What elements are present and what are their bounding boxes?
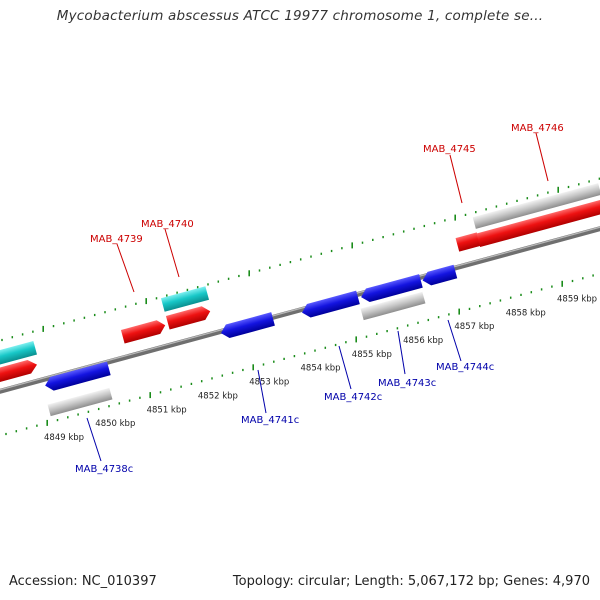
genome-summary-text: Topology: circular; Length: 5,067,172 bp…	[232, 574, 590, 589]
feature-gray-2[interactable]	[360, 291, 426, 321]
gene-label-mab-4743c[interactable]: MAB_4743c	[378, 378, 436, 389]
tick-row-lower	[5, 274, 594, 436]
gene-label-mab-4746[interactable]: MAB_4746	[511, 123, 564, 134]
gene-label-mab-4738c[interactable]: MAB_4738c	[75, 464, 133, 475]
feature-blue-2[interactable]	[219, 312, 275, 340]
leader-lines	[86, 132, 549, 462]
tick-row-upper	[1, 177, 600, 342]
gene-label-mab-4742c[interactable]: MAB_4742c	[324, 392, 382, 403]
feature-red-1[interactable]	[0, 358, 39, 387]
tick-label: 4853 kbp	[249, 378, 289, 388]
tick-label: 4849 kbp	[44, 433, 84, 443]
tick-label: 4859 kbp	[557, 295, 597, 305]
tick-label: 4855 kbp	[352, 350, 392, 360]
tick-label: 4858 kbp	[506, 308, 546, 318]
tick-label: 4856 kbp	[403, 336, 443, 346]
tick-labels: 4849 kbp 4850 kbp 4851 kbp 4852 kbp 4853 kbp…	[44, 295, 597, 444]
gene-labels-bottom: MAB_4738c MAB_4741c MAB_4742c MAB_4743c …	[75, 362, 494, 475]
feature-gray-1[interactable]	[47, 387, 113, 417]
tick-label: 4852 kbp	[198, 391, 238, 401]
feature-blue-3[interactable]	[300, 290, 360, 320]
feature-red-3[interactable]	[165, 304, 212, 330]
tick-label: 4857 kbp	[454, 322, 494, 332]
gene-labels-top: MAB_4739 MAB_4740 MAB_4745 MAB_4746	[90, 123, 564, 245]
feature-cyan-2[interactable]	[160, 286, 210, 312]
feature-blue-5[interactable]	[421, 264, 458, 287]
gene-label-mab-4741c[interactable]: MAB_4741c	[241, 415, 299, 426]
feature-blue-1[interactable]	[43, 361, 111, 393]
tick-label: 4854 kbp	[301, 364, 341, 374]
features	[0, 183, 600, 417]
feature-red-5[interactable]	[476, 198, 600, 248]
gene-label-mab-4740[interactable]: MAB_4740	[141, 219, 194, 230]
gene-label-mab-4744c[interactable]: MAB_4744c	[436, 362, 494, 373]
feature-red-2[interactable]	[120, 318, 167, 344]
feature-gray-3[interactable]	[472, 183, 600, 229]
feature-cyan-1[interactable]	[0, 340, 37, 368]
gene-label-mab-4745[interactable]: MAB_4745	[423, 144, 476, 155]
tick-label: 4850 kbp	[95, 419, 135, 429]
tick-label: 4851 kbp	[147, 405, 187, 415]
feature-red-4[interactable]	[455, 232, 481, 252]
gene-label-mab-4739[interactable]: MAB_4739	[90, 234, 143, 245]
map-title: Mycobacterium abscessus ATCC 19977 chrom…	[56, 8, 544, 24]
accession-text: Accession: NC_010397	[9, 574, 157, 589]
feature-blue-4[interactable]	[359, 274, 423, 304]
